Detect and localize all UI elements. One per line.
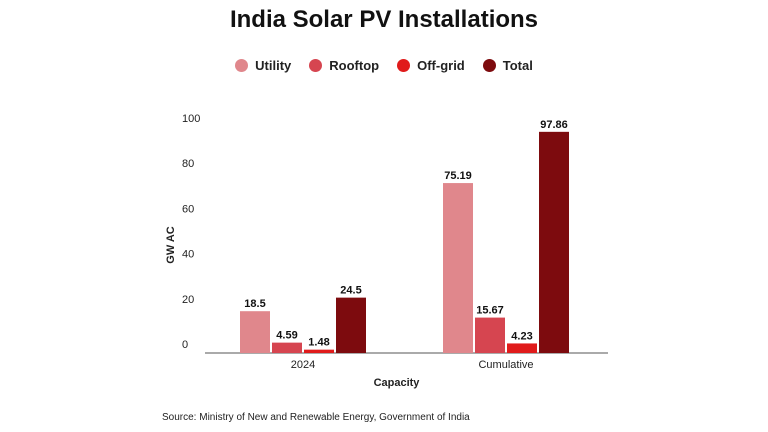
data-label: 18.5: [244, 298, 265, 310]
legend-item-utility: Utility: [235, 58, 291, 73]
legend-label-utility: Utility: [255, 58, 292, 73]
legend-swatch-rooftop: [309, 59, 323, 72]
y-tick-label: 80: [182, 158, 194, 170]
legend-swatch-offgrid: [397, 59, 411, 72]
legend-item-offgrid: Off-grid: [397, 58, 465, 73]
y-tick-label: 100: [182, 113, 200, 125]
data-label: 24.5: [340, 285, 361, 297]
bar-rooftop: [475, 317, 505, 353]
data-label: 4.23: [511, 330, 532, 342]
bar-total: [539, 131, 569, 353]
bar-offgrid: [304, 349, 334, 353]
chart-title: India Solar PV Installations: [229, 6, 539, 33]
bar-utility: [240, 311, 270, 353]
x-tick-label: 2024: [291, 359, 315, 371]
source-note: Source: Ministry of New and Renewable En…: [162, 412, 470, 423]
legend-item-total: Total: [482, 58, 533, 73]
bar-total: [336, 297, 366, 353]
legend-label-rooftop: Rooftop: [329, 58, 380, 73]
bar-offgrid: [507, 343, 537, 353]
data-label: 1.48: [308, 337, 329, 349]
data-label: 15.67: [476, 305, 504, 317]
data-label: 75.19: [444, 170, 472, 182]
data-label: 97.86: [540, 119, 568, 131]
y-tick-label: 0: [182, 339, 188, 351]
x-tick-label: Cumulative: [478, 359, 533, 371]
legend-swatch-utility: [235, 59, 249, 72]
legend: Utility Rooftop Off-grid Total: [0, 58, 768, 73]
x-axis-label: Capacity: [374, 377, 421, 389]
y-axis-label: GW AC: [165, 226, 177, 264]
y-tick-label: 20: [182, 294, 194, 306]
bar-rooftop: [272, 342, 302, 353]
y-tick-label: 40: [182, 249, 194, 261]
legend-label-total: Total: [502, 58, 533, 73]
y-tick-label: 60: [182, 203, 194, 215]
legend-item-rooftop: Rooftop: [309, 58, 379, 73]
legend-label-offgrid: Off-grid: [417, 58, 465, 73]
data-label: 4.59: [276, 330, 297, 342]
legend-swatch-total: [482, 59, 496, 72]
bar-utility: [443, 183, 473, 353]
